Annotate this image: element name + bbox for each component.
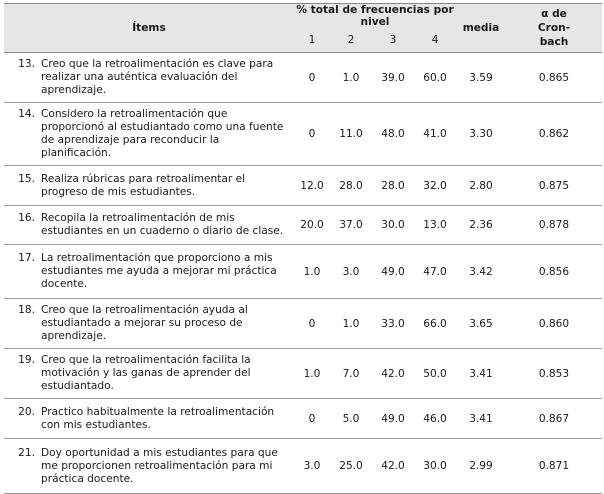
table-row: 20. Practico habitualmente la retroalimen… <box>4 399 602 439</box>
item-text: Recopila la retroalimentación de mis est… <box>41 212 284 237</box>
level-4-value: 47.0 <box>423 265 447 278</box>
level-4-value: 46.0 <box>423 412 447 425</box>
media-value: 3.65 <box>469 317 493 330</box>
media-value: 3.59 <box>469 71 493 84</box>
item-cell: 15. Realiza rúbricas para retroalimentar … <box>4 166 294 206</box>
header-alpha: α de Cron-bach <box>506 3 602 53</box>
alpha-value: 0.862 <box>538 128 570 140</box>
media-value: 3.41 <box>469 367 493 380</box>
level-3-value: 48.0 <box>381 128 405 140</box>
alpha-value: 0.853 <box>538 367 570 380</box>
item-text: Realiza rúbricas para retroalimentar el … <box>41 172 246 198</box>
level-4-value: 50.0 <box>423 367 447 380</box>
item-text: Considero la retroalimentación que propo… <box>41 108 284 159</box>
item-number: 18. <box>18 304 35 316</box>
level-1-value: 0 <box>308 317 316 330</box>
level-3-value: 39.0 <box>381 71 405 84</box>
media-value: 2.99 <box>469 460 493 472</box>
level-2-value: 25.0 <box>339 460 363 472</box>
alpha-value: 0.865 <box>538 71 570 84</box>
alpha-value: 0.867 <box>538 412 570 425</box>
item-cell: 19. Creo que la retroalimentación facilit… <box>4 349 294 399</box>
level-2-value: 28.0 <box>339 179 363 192</box>
level-3-value: 49.0 <box>381 412 405 425</box>
level-1-value: 1.0 <box>303 367 321 380</box>
media-value: 3.30 <box>469 128 493 140</box>
level-3-value: 33.0 <box>381 317 405 330</box>
level-3-value: 42.0 <box>381 367 405 380</box>
level-3-value: 30.0 <box>381 219 405 231</box>
item-number: 20. <box>18 405 35 418</box>
level-2-value: 1.0 <box>342 71 360 84</box>
table-row: 18. Creo que la retroalimentación ayuda a… <box>4 299 602 349</box>
item-cell: 14. Considero la retroalimentación que pr… <box>4 103 294 166</box>
alpha-value: 0.860 <box>538 317 570 330</box>
item-text: Doy oportunidad a mis estudiantes para q… <box>41 446 278 485</box>
level-3-value: 49.0 <box>381 265 405 278</box>
level-3-value: 42.0 <box>381 460 405 472</box>
item-cell: 21. Doy oportunidad a mis estudiantes par… <box>4 439 294 494</box>
level-2-value: 5.0 <box>342 412 360 425</box>
level-2-value: 7.0 <box>342 367 360 380</box>
table-row: 21. Doy oportunidad a mis estudiantes par… <box>4 439 602 494</box>
item-cell: 17. La retroalimentación que proporciono … <box>4 245 294 299</box>
item-text: Creo que la retroalimentación es clave p… <box>41 58 274 96</box>
level-2-value: 37.0 <box>339 219 363 231</box>
level-2-value: 3.0 <box>342 265 360 278</box>
header-items: Ítems <box>4 3 294 53</box>
media-value: 3.41 <box>469 412 493 425</box>
item-cell: 13. Creo que la retroalimentación es clav… <box>4 53 294 103</box>
item-number: 15. <box>18 172 35 185</box>
table-row: 17. La retroalimentación que proporciono … <box>4 245 602 299</box>
alpha-value: 0.875 <box>538 179 570 192</box>
level-1-value: 12.0 <box>300 179 324 192</box>
item-text: Practico habitualmente la retroalimentac… <box>41 405 275 431</box>
survey-table: Ítems % total de frecuencias por nivel m… <box>4 3 602 494</box>
header-level-3: 3 <box>372 28 414 53</box>
table-row: 14. Considero la retroalimentación que pr… <box>4 103 602 166</box>
item-cell: 18. Creo que la retroalimentación ayuda a… <box>4 299 294 349</box>
item-text: Creo que la retroalimentación ayuda al e… <box>41 304 248 342</box>
item-cell: 20. Practico habitualmente la retroalimen… <box>4 399 294 439</box>
table-row: 16. Recopila la retroalimentación de mis … <box>4 206 602 245</box>
media-value: 2.36 <box>469 219 493 231</box>
level-1-value: 1.0 <box>303 265 321 278</box>
level-3-value: 28.0 <box>381 179 405 192</box>
table-row: 19. Creo que la retroalimentación facilit… <box>4 349 602 399</box>
item-cell: 16. Recopila la retroalimentación de mis … <box>4 206 294 245</box>
level-4-value: 66.0 <box>423 317 447 330</box>
item-number: 17. <box>18 252 35 264</box>
level-1-value: 20.0 <box>300 219 324 231</box>
item-number: 21. <box>18 446 35 459</box>
header-level-4: 4 <box>414 28 456 53</box>
media-value: 2.80 <box>469 179 493 192</box>
alpha-value: 0.856 <box>538 265 570 278</box>
item-text: Creo que la retroalimentación facilita l… <box>41 354 251 392</box>
alpha-value: 0.878 <box>538 219 570 231</box>
media-value: 3.42 <box>469 265 493 278</box>
header-level-2: 2 <box>330 28 372 53</box>
header-level-1: 1 <box>294 28 330 53</box>
level-4-value: 13.0 <box>423 219 447 231</box>
item-number: 19. <box>18 354 35 366</box>
item-number: 14. <box>18 108 35 120</box>
level-4-value: 32.0 <box>423 179 447 192</box>
level-2-value: 11.0 <box>339 128 363 140</box>
item-number: 13. <box>18 58 35 70</box>
level-1-value: 0 <box>308 71 316 84</box>
level-4-value: 41.0 <box>423 128 447 140</box>
level-1-value: 3.0 <box>303 460 321 472</box>
alpha-value: 0.871 <box>538 460 570 472</box>
item-text: La retroalimentación que proporciono a m… <box>41 252 277 290</box>
header-media: media <box>456 3 506 53</box>
table-row: 15. Realiza rúbricas para retroalimentar … <box>4 166 602 206</box>
level-4-value: 60.0 <box>423 71 447 84</box>
level-1-value: 0 <box>308 128 316 140</box>
header-frequency: % total de frecuencias por nivel <box>294 3 456 28</box>
level-4-value: 30.0 <box>423 460 447 472</box>
level-1-value: 0 <box>308 412 316 425</box>
table-row: 13. Creo que la retroalimentación es clav… <box>4 53 602 103</box>
item-number: 16. <box>18 212 35 224</box>
level-2-value: 1.0 <box>342 317 360 330</box>
